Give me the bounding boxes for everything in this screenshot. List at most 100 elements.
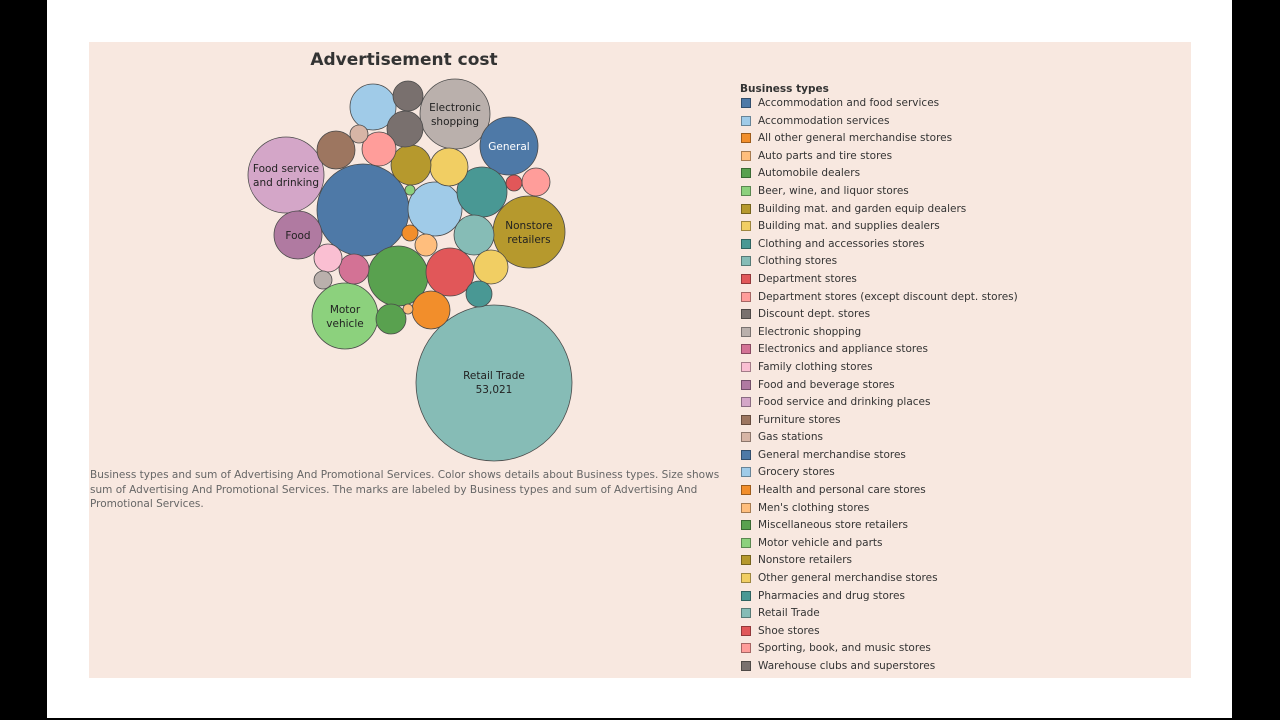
bubble-mark[interactable] [375, 303, 407, 335]
bubble-mark[interactable] [425, 247, 475, 297]
legend: Business types Accommodation and food se… [740, 82, 1180, 677]
legend-swatch [741, 133, 751, 144]
legend-swatch [741, 643, 751, 654]
legend-item[interactable]: Food service and drinking places [740, 395, 1180, 413]
legend-item[interactable]: Building mat. and supplies dealers [740, 219, 1180, 237]
legend-item[interactable]: Auto parts and tire stores [740, 149, 1180, 167]
legend-label: Clothing stores [758, 255, 838, 268]
bubble-label-line: and drinking [253, 177, 319, 189]
legend-item[interactable]: Building mat. and garden equip dealers [740, 202, 1180, 220]
bubble-mark[interactable] [273, 210, 323, 260]
legend-swatch [741, 379, 751, 390]
legend-item[interactable]: Sporting, book, and music stores [740, 641, 1180, 659]
legend-label: Food service and drinking places [758, 396, 931, 409]
legend-label: Food and beverage stores [758, 378, 895, 391]
legend-swatch [741, 397, 751, 408]
bubble-mark[interactable] [361, 131, 397, 167]
bubble-mark[interactable] [521, 167, 551, 197]
legend-swatch [741, 168, 751, 179]
legend-swatch [741, 309, 751, 320]
legend-item[interactable]: Department stores (except discount dept.… [740, 290, 1180, 308]
bubble-mark[interactable] [473, 249, 509, 285]
bubble-label-line: Motor [330, 304, 361, 316]
legend-item[interactable]: Retail Trade [740, 606, 1180, 624]
legend-label: Motor vehicle and parts [758, 536, 883, 549]
legend-label: Warehouse clubs and superstores [758, 660, 936, 672]
bubble-mark[interactable] [505, 174, 523, 192]
bubble-mark[interactable] [415, 304, 573, 462]
legend-swatch [741, 520, 751, 531]
bubble-mark[interactable] [414, 233, 438, 257]
legend-item[interactable]: Pharmacies and drug stores [740, 589, 1180, 607]
legend-item[interactable]: Shoe stores [740, 624, 1180, 642]
bubble-mark[interactable] [404, 184, 416, 196]
bubble-mark[interactable] [419, 78, 491, 150]
legend-swatch [741, 344, 751, 355]
bubble-mark[interactable] [311, 282, 379, 350]
legend-item[interactable]: Food and beverage stores [740, 378, 1180, 396]
legend-item[interactable]: Other general merchandise stores [740, 571, 1180, 589]
legend-item[interactable]: All other general merchandise stores [740, 131, 1180, 149]
bubble-mark[interactable] [407, 181, 463, 237]
legend-item[interactable]: Electronics and appliance stores [740, 342, 1180, 360]
legend-swatch [741, 326, 751, 337]
legend-item[interactable]: Discount dept. stores [740, 307, 1180, 325]
window-frame-right [1232, 0, 1280, 720]
legend-item[interactable]: Department stores [740, 272, 1180, 290]
bubble-mark[interactable] [313, 270, 333, 290]
legend-item[interactable]: Furniture stores [740, 413, 1180, 431]
legend-item[interactable]: Gas stations [740, 430, 1180, 448]
legend-label: Accommodation and food services [758, 97, 940, 109]
legend-label: Gas stations [758, 431, 823, 444]
legend-item[interactable]: Miscellaneous store retailers [740, 518, 1180, 536]
legend-label: Furniture stores [758, 413, 841, 426]
legend-swatch [741, 414, 751, 425]
legend-item[interactable]: Nonstore retailers [740, 553, 1180, 571]
bubble-mark[interactable] [338, 253, 370, 285]
bubble-label-line: Food service [253, 163, 319, 175]
bubble-mark[interactable] [402, 303, 414, 315]
bubble-mark[interactable] [401, 224, 419, 242]
legend-item[interactable]: Warehouse clubs and superstores [740, 659, 1180, 677]
bubble-mark[interactable] [316, 130, 356, 170]
bubble-chart: Retail Trade 53,021 Food service and drinki… [247, 78, 573, 462]
legend-item[interactable]: Electronic shopping [740, 325, 1180, 343]
legend-swatch [741, 485, 751, 496]
bubble-mark[interactable] [479, 116, 539, 176]
legend-swatch [741, 555, 751, 566]
legend-item[interactable]: Men's clothing stores [740, 501, 1180, 519]
bubble-mark[interactable] [349, 83, 397, 131]
legend-label: Health and personal care stores [758, 484, 926, 497]
legend-item[interactable]: Clothing stores [740, 254, 1180, 272]
legend-title: Business types [740, 83, 829, 95]
legend-item[interactable]: Accommodation services [740, 114, 1180, 132]
bubble-mark[interactable] [411, 290, 451, 330]
bubble-label-name: Retail Trade [463, 370, 525, 382]
chart-title: Advertisement cost [310, 50, 498, 70]
legend-swatch [741, 291, 751, 302]
legend-item[interactable]: Clothing and accessories stores [740, 237, 1180, 255]
bubble-mark[interactable] [453, 214, 495, 256]
legend-item[interactable]: Family clothing stores [740, 360, 1180, 378]
legend-item[interactable]: Grocery stores [740, 465, 1180, 483]
legend-item[interactable]: Accommodation and food services [740, 96, 1180, 114]
bubble-mark[interactable] [247, 136, 325, 214]
bubble-mark[interactable] [465, 280, 493, 308]
legend-label: Sporting, book, and music stores [758, 642, 931, 655]
legend-swatch [741, 608, 751, 619]
bubble-mark[interactable] [313, 243, 343, 273]
legend-item[interactable]: Motor vehicle and parts [740, 536, 1180, 554]
legend-item[interactable]: General merchandise stores [740, 448, 1180, 466]
legend-swatch [741, 449, 751, 460]
legend-item[interactable]: Health and personal care stores [740, 483, 1180, 501]
bubble-mark[interactable] [429, 147, 469, 187]
legend-label: Beer, wine, and liquor stores [758, 184, 909, 197]
legend-item[interactable]: Beer, wine, and liquor stores [740, 184, 1180, 202]
legend-item[interactable]: Automobile dealers [740, 166, 1180, 184]
bubble-mark[interactable] [349, 124, 369, 144]
bubble-mark[interactable] [390, 144, 432, 186]
bubble-label: Nonstore retailers [505, 220, 553, 246]
bubble-mark[interactable] [392, 80, 424, 112]
bubble-label: Food service and drinking [253, 163, 319, 189]
legend-label: Men's clothing stores [758, 501, 870, 514]
